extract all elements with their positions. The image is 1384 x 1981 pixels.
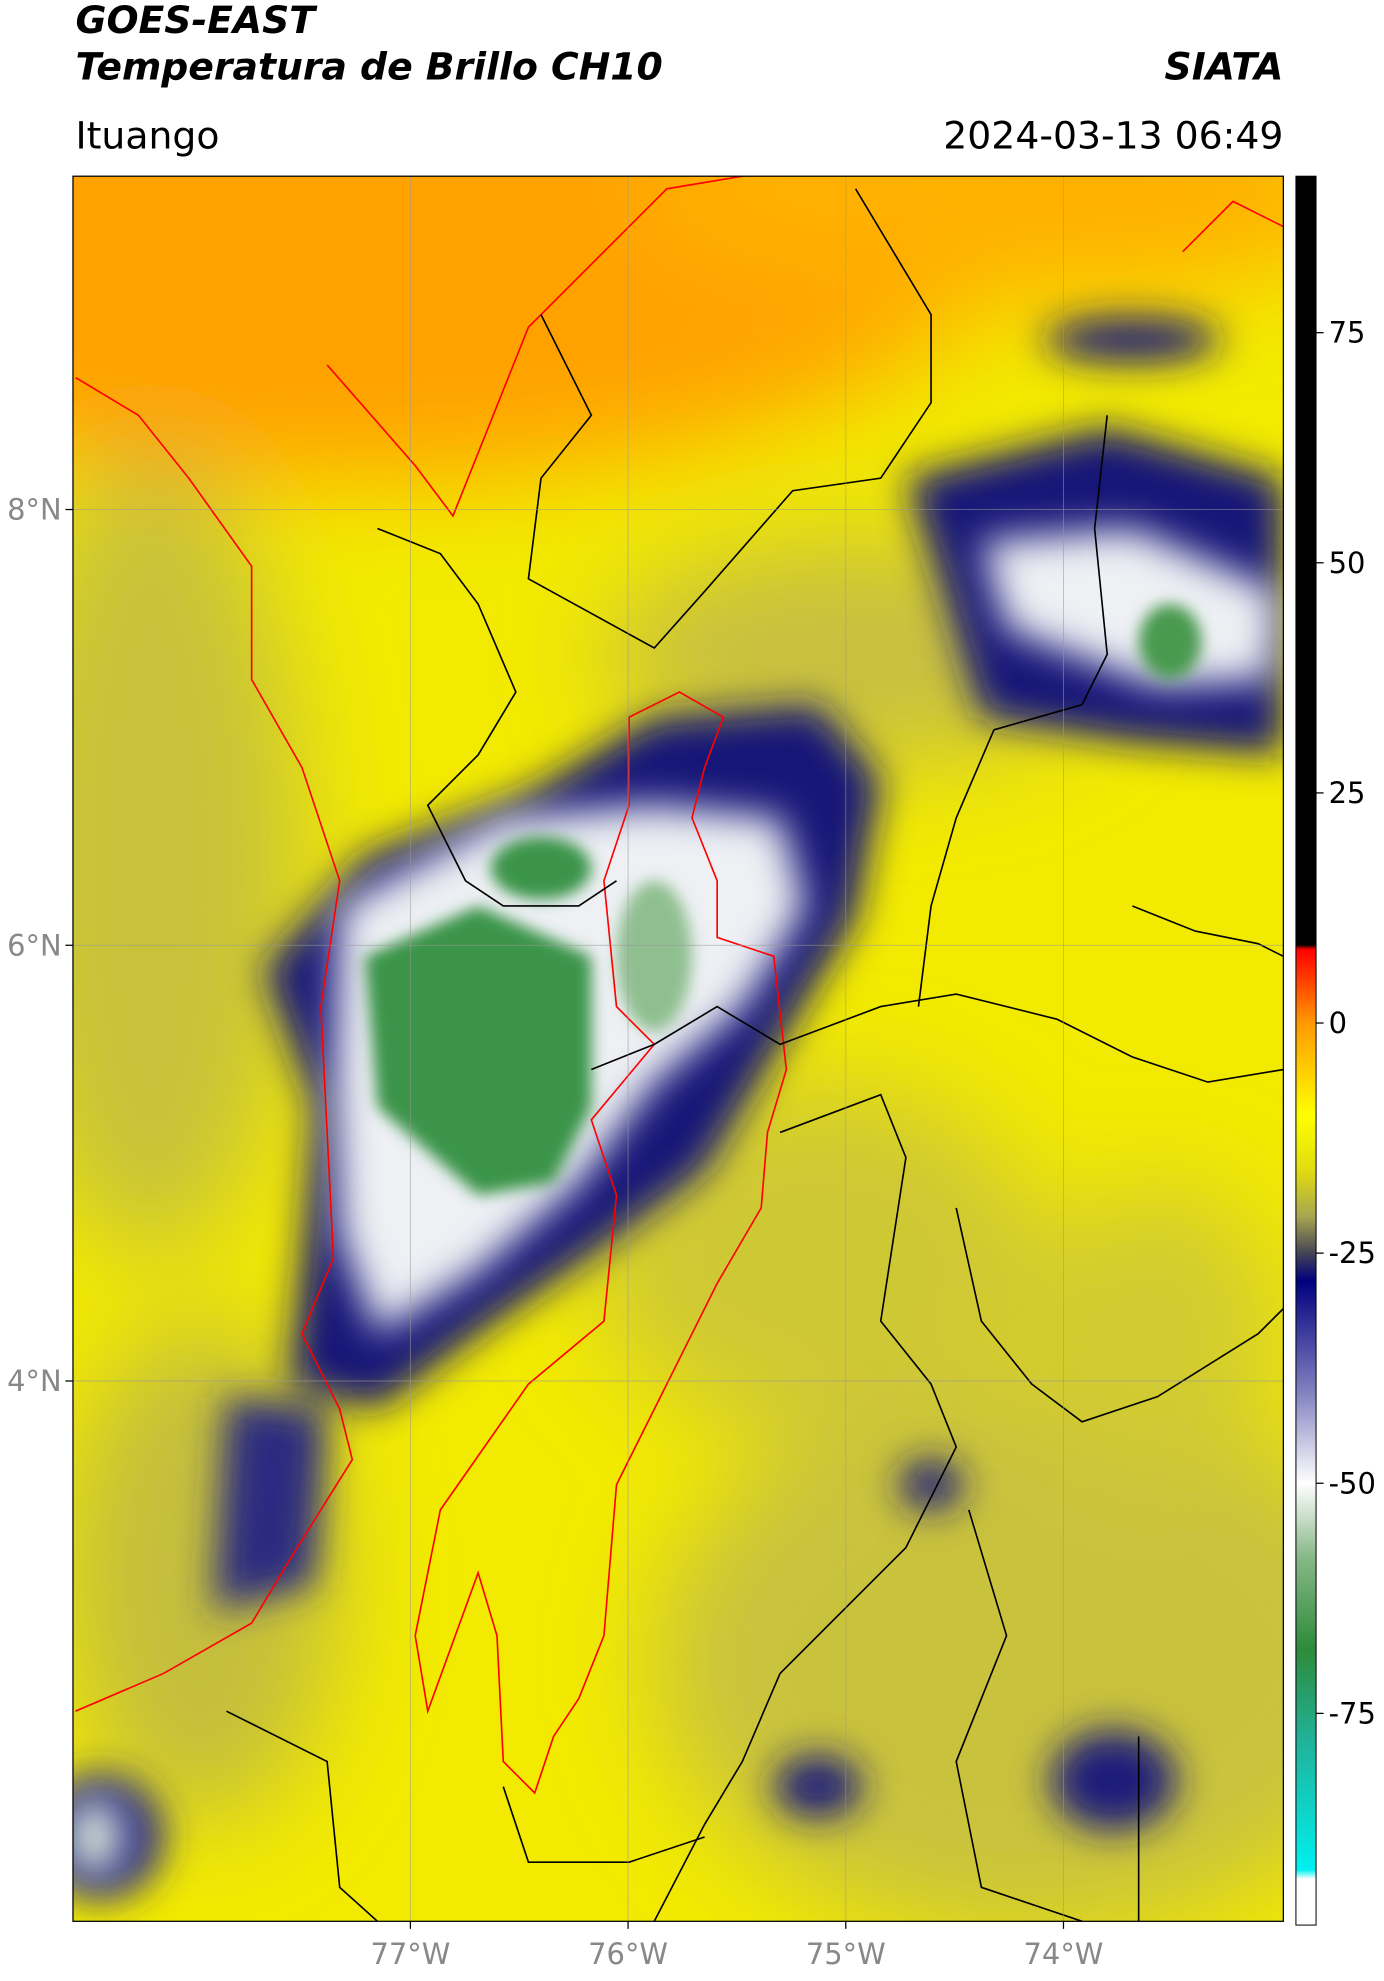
borders-part: [653, 1093, 958, 1922]
lon-tick-label: 75°W: [806, 1937, 886, 1971]
lat-tick-label: 4°N: [7, 1364, 62, 1398]
very-cold-cloud-part: [981, 528, 1278, 686]
warm-area-part: [629, 176, 1284, 302]
borders-part: [955, 1207, 1284, 1423]
coldest-cloud: [364, 603, 1202, 1196]
borders: [75, 176, 1284, 1922]
borders-part: [377, 527, 617, 907]
colorbar-tick-label: -25: [1329, 1236, 1376, 1270]
warm-area-part: [654, 1384, 1284, 1922]
colorbar-tick-label: 25: [1329, 776, 1366, 810]
borders-part: [326, 176, 743, 518]
title: GOES-EAST: [75, 0, 318, 42]
subtitle: Temperatura de Brillo CH10: [75, 44, 662, 88]
lat-tick-label: 8°N: [7, 493, 62, 527]
borders-part: [1182, 200, 1284, 253]
borders-part: [917, 415, 1109, 1007]
cold-cloud-part: [899, 1459, 963, 1510]
lon-tick-label: 77°W: [370, 1937, 450, 1971]
lat-tick-label: 6°N: [7, 928, 62, 962]
colorbar: [1295, 175, 1317, 1926]
warm-area-part: [1031, 1182, 1284, 1485]
borders-part: [502, 1786, 705, 1863]
borders-part: [414, 691, 788, 1795]
borders-part: [226, 1710, 379, 1922]
warm-area-part: [72, 453, 302, 1259]
location: Ituango: [75, 114, 219, 158]
coldest-cloud-part: [364, 905, 592, 1196]
cold-cloud-part: [1050, 1730, 1177, 1831]
colorbar-tick-label: 0: [1329, 1006, 1347, 1040]
cold-cloud-part: [1044, 317, 1221, 363]
lon-tick-label: 74°W: [1024, 1937, 1104, 1971]
cold-cloud-part: [213, 1396, 328, 1611]
colorbar-tick-label: -50: [1329, 1466, 1376, 1500]
graticule: [72, 176, 1284, 1922]
borders-part: [955, 1509, 1083, 1922]
borders-part: [75, 376, 354, 1712]
map-frame: [72, 175, 1284, 1922]
coldest-cloud-part: [1138, 603, 1202, 680]
colorbar-tick-label: 75: [1329, 316, 1366, 350]
timestamp: 2024-03-13 06:49: [943, 114, 1283, 158]
cold-cloud-part: [773, 1755, 862, 1819]
very-cold-cloud-part: [72, 1799, 123, 1875]
colorbar-tick-label: 50: [1329, 546, 1366, 580]
coldest-cloud-part: [616, 880, 692, 1032]
source: SIATA: [1165, 44, 1284, 88]
colorbar-tick-label: -75: [1329, 1696, 1376, 1730]
coldest-cloud-part: [490, 836, 592, 900]
borders-part: [527, 188, 932, 650]
satellite-image: [72, 176, 1284, 1922]
borders-part: [1132, 905, 1284, 958]
lon-tick-label: 76°W: [588, 1937, 668, 1971]
